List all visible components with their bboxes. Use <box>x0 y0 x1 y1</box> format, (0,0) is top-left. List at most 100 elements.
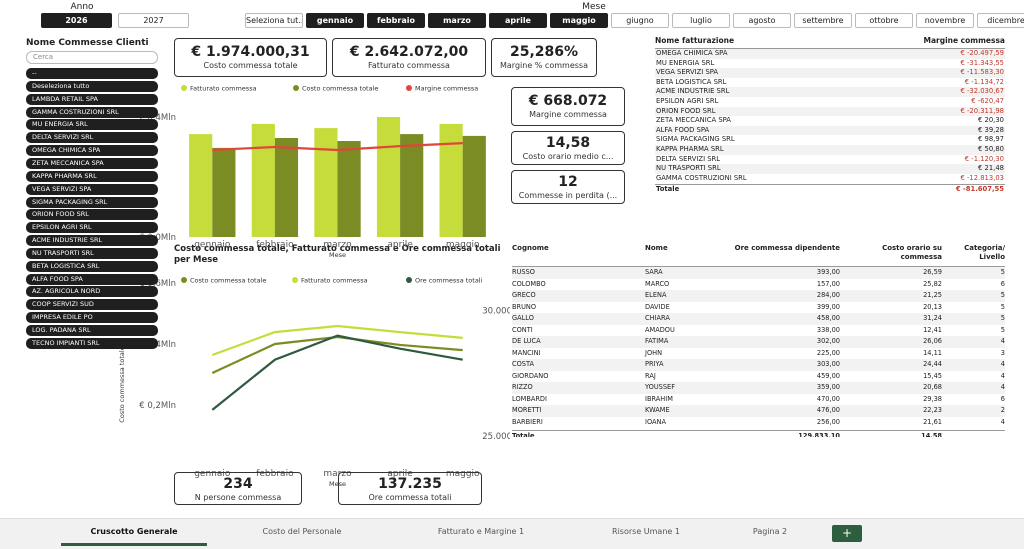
client-item[interactable]: ORION FOOD SRL <box>26 209 158 221</box>
client-item[interactable]: IMPRESA EDILE PO <box>26 312 158 324</box>
client-item[interactable]: LAMBDA RETAIL SPA <box>26 93 158 105</box>
x-tick-label: febbraio <box>256 469 294 479</box>
legend-marker <box>181 85 187 91</box>
client-item[interactable]: OMEGA CHIMICA SPA <box>26 145 158 157</box>
bar <box>274 138 299 237</box>
kpi-label: Commesse in perdita (... <box>518 191 618 200</box>
month-button[interactable]: Seleziona tut... <box>245 13 303 28</box>
y-tick-label: € 0,2Mln <box>139 401 176 411</box>
month-button[interactable]: gennaio <box>306 13 364 28</box>
client-item[interactable]: VEGA SERVIZI SPA <box>26 183 158 195</box>
client-item[interactable]: EPSILON AGRI SRL <box>26 222 158 234</box>
client-item[interactable]: BETA LOGISTICA SRL <box>26 260 158 272</box>
month-button[interactable]: ottobre <box>855 13 913 28</box>
table-cell: 2 <box>1000 406 1005 414</box>
kpi-value: 137.235 <box>378 476 442 492</box>
month-button[interactable]: novembre <box>916 13 974 28</box>
column-header: Costo orario su commessa <box>882 244 942 261</box>
table-cell: EPSILON AGRI SRL <box>656 96 719 105</box>
year-button[interactable]: 2027 <box>118 13 189 28</box>
x-tick-label: gennaio <box>194 469 231 479</box>
table-cell: RAJ <box>645 371 656 380</box>
page-tab[interactable]: Costo del Personale <box>262 527 342 536</box>
table-row: BARBIERI IOANA 256,00 21,61 4 <box>512 417 1005 429</box>
table-cell: 5 <box>1000 314 1005 322</box>
client-item[interactable]: GAMMA COSTRUZIONI SRL <box>26 106 158 118</box>
legend-marker <box>406 85 412 91</box>
kpi-label: Margine commessa <box>529 110 607 119</box>
table-cell: 5 <box>1000 325 1005 334</box>
client-item[interactable]: COOP SERVIZI SUD <box>26 299 158 311</box>
month-button[interactable]: dicembre <box>977 13 1024 28</box>
page-tab[interactable]: Cruscotto Generale <box>90 527 178 536</box>
month-button[interactable]: agosto <box>733 13 791 28</box>
table-row: EPSILON AGRI SRL € -620,47 <box>655 97 1005 107</box>
search-box[interactable]: Cerca <box>26 51 158 64</box>
client-item[interactable]: LOG. PADANA SRL <box>26 325 158 336</box>
client-item[interactable]: ACME INDUSTRIE SRL <box>26 235 158 247</box>
client-item[interactable]: MU ENERGIA SRL <box>26 119 158 131</box>
kpi-card: € 1.974.000,31 Costo commessa totale <box>174 38 327 77</box>
client-item[interactable]: ZETA MECCANICA SPA <box>26 157 158 169</box>
table-cell: SARA <box>645 268 663 276</box>
legend-marker <box>181 277 187 283</box>
x-tick-label: gennaio <box>194 240 231 250</box>
table-cell: 4 <box>1000 337 1005 345</box>
table-cell: MARCO <box>645 279 670 288</box>
month-button[interactable]: luglio <box>672 13 730 28</box>
month-button[interactable]: febbraio <box>367 13 425 28</box>
table-row: NU TRASPORTI SRL € 21,48 <box>655 164 1005 174</box>
table-row: SIGMA PACKAGING SRL € 98,97 <box>655 135 1005 145</box>
table-cell: DELTA SERVIZI SRL <box>656 154 721 163</box>
client-item[interactable]: NU TRASPORTI SRL <box>26 247 158 259</box>
client-item[interactable]: SIGMA PACKAGING SRL <box>26 196 158 208</box>
table-total: Totale € -81.607,55 <box>655 184 1005 195</box>
month-button[interactable]: settembre <box>794 13 852 28</box>
add-page-button[interactable]: + <box>832 525 862 542</box>
client-item[interactable]: KAPPA PHARMA SRL <box>26 170 158 182</box>
table-cell: MORETTI <box>512 406 542 414</box>
table-cell: LOMBARDI <box>512 394 547 403</box>
client-item[interactable]: DELTA SERVIZI SRL <box>26 132 158 144</box>
month-label: Mese <box>582 2 606 12</box>
chart-title: Costo commessa totale, Fatturato commess… <box>174 244 501 265</box>
table-cell: 24,44 <box>923 360 942 368</box>
table-row: KAPPA PHARMA SRL € 50,80 <box>655 144 1005 155</box>
table-cell: 14,58 <box>921 432 942 437</box>
table-cell: 399,00 <box>816 302 840 311</box>
client-item[interactable]: Deseleziona tutto <box>26 80 158 92</box>
month-button[interactable]: giugno <box>611 13 669 28</box>
x-axis-label: Mese <box>329 251 346 259</box>
table-cell: ALFA FOOD SPA <box>656 125 710 134</box>
client-item[interactable]: -- <box>26 68 158 79</box>
month-button[interactable]: maggio <box>550 13 608 28</box>
table-cell: 22,23 <box>923 406 942 414</box>
table-cell: 5 <box>1000 291 1005 299</box>
client-item[interactable]: ALFA FOOD SPA <box>26 273 158 285</box>
page-tab[interactable]: Risorse Umane 1 <box>612 527 680 536</box>
table-row: RUSSO SARA 393,00 26,59 5 <box>512 267 1005 279</box>
legend-marker <box>292 277 298 283</box>
table-cell: € -1.134,72 <box>964 77 1004 86</box>
month-button[interactable]: aprile <box>489 13 547 28</box>
client-item[interactable]: TECNO IMPIANTI SRL <box>26 337 158 349</box>
page-tab[interactable]: Pagina 2 <box>752 527 788 536</box>
client-item[interactable]: AZ. AGRICOLA NORD <box>26 286 158 298</box>
table-row: ORION FOOD SRL € -20.311,98 <box>655 106 1005 117</box>
kpi-card: 234 N persone commessa <box>174 472 302 505</box>
table-row: ACME INDUSTRIE SRL € -32.030,67 <box>655 87 1005 97</box>
table-cell: 4 <box>1000 371 1005 380</box>
table-cell: GAMMA COSTRUZIONI SRL <box>656 173 747 182</box>
table-cell: PRIYA <box>645 360 664 368</box>
table-cell: NU TRASPORTI SRL <box>656 164 721 173</box>
bar <box>314 128 338 237</box>
kpi-card: 25,286% Margine % commessa <box>491 38 597 77</box>
column-header: Cognome <box>512 244 549 252</box>
year-button[interactable]: 2026 <box>41 13 112 28</box>
table-cell: GRECO <box>512 291 536 299</box>
page-tab[interactable]: Fatturato e Margine 1 <box>437 527 525 536</box>
kpi-label: Costo orario medio c... <box>522 152 614 161</box>
y2-tick-label: 25.000 <box>482 432 510 442</box>
table-cell: Totale <box>512 432 535 437</box>
month-button[interactable]: marzo <box>428 13 486 28</box>
